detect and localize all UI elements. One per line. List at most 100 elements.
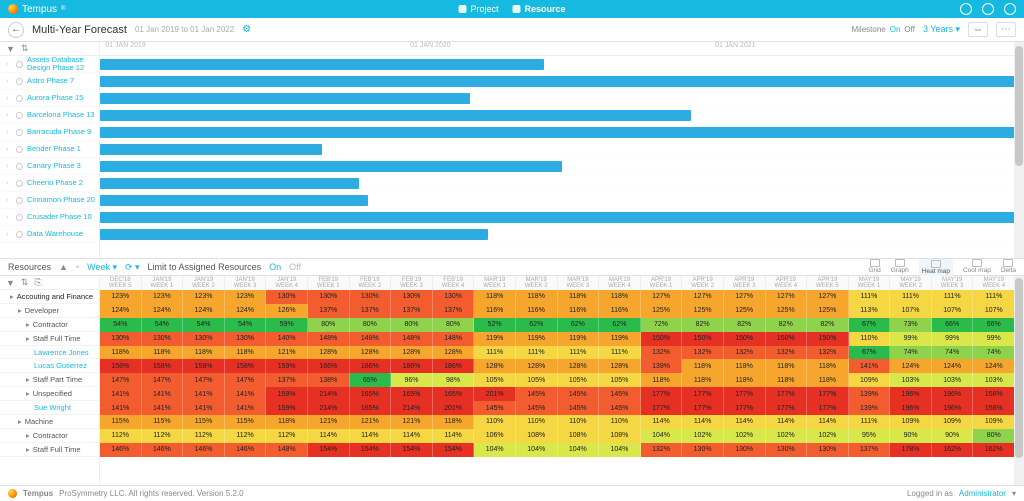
heat-cell[interactable]: 121% xyxy=(350,415,392,429)
heat-cell[interactable]: 125% xyxy=(682,304,724,318)
heat-cell[interactable]: 118% xyxy=(766,359,808,373)
heat-cell[interactable]: 111% xyxy=(849,415,891,429)
heat-cell[interactable]: 196% xyxy=(932,387,974,401)
heat-cell[interactable]: 125% xyxy=(641,304,683,318)
expand-icon[interactable]: ▸ xyxy=(26,375,30,384)
heat-cell[interactable]: 118% xyxy=(474,290,516,304)
heat-cell[interactable]: 111% xyxy=(849,290,891,304)
heat-cell[interactable]: 95% xyxy=(849,429,891,443)
heat-cell[interactable]: 130% xyxy=(807,443,849,457)
heat-cell[interactable]: 137% xyxy=(266,373,308,387)
heat-cell[interactable]: 124% xyxy=(183,304,225,318)
heat-cell[interactable]: 141% xyxy=(849,359,891,373)
heat-cell[interactable]: 74% xyxy=(890,346,932,360)
expand-icon[interactable]: ▸ xyxy=(26,445,30,454)
heat-cell[interactable]: 186% xyxy=(350,359,392,373)
heat-cell[interactable]: 119% xyxy=(474,332,516,346)
filter-icon[interactable]: ▼ xyxy=(6,44,15,54)
heat-cell[interactable]: 130% xyxy=(433,290,475,304)
gantt-bar[interactable] xyxy=(100,178,359,189)
heat-cell[interactable]: 158% xyxy=(142,359,184,373)
nav-resource[interactable]: Resource xyxy=(512,4,565,14)
heat-cell[interactable]: 148% xyxy=(266,443,308,457)
heat-cell[interactable]: 146% xyxy=(183,443,225,457)
gantt-bar[interactable] xyxy=(100,212,1015,223)
radio-icon[interactable] xyxy=(16,112,23,119)
heat-cell[interactable]: 114% xyxy=(724,415,766,429)
heat-row-label[interactable]: ▸Staff Full Time xyxy=(0,332,99,346)
heat-cell[interactable]: 113% xyxy=(849,304,891,318)
heat-row-label[interactable]: Lucas Gutierrez xyxy=(0,359,99,373)
view-cool-map[interactable]: Cool map xyxy=(963,259,991,276)
heat-cell[interactable]: 159% xyxy=(266,359,308,373)
gantt-bar[interactable] xyxy=(100,127,1015,138)
heat-row-label[interactable]: ▸Developer xyxy=(0,304,99,318)
heat-cell[interactable]: 104% xyxy=(599,443,641,457)
person-icon[interactable]: ▲ xyxy=(59,262,68,272)
heat-cell[interactable]: 214% xyxy=(391,401,433,415)
gantt-task[interactable]: ›Assets Database Design Phase 12 xyxy=(0,56,99,73)
heat-cell[interactable]: 177% xyxy=(807,387,849,401)
heat-cell[interactable]: 125% xyxy=(766,304,808,318)
heat-cell[interactable]: 124% xyxy=(973,359,1015,373)
heat-cell[interactable]: 126% xyxy=(266,304,308,318)
expand-icon[interactable]: ▸ xyxy=(26,431,30,440)
heat-cell[interactable]: 109% xyxy=(849,373,891,387)
gantt-task[interactable]: ›Barcelona Phase 13 xyxy=(0,107,99,124)
heat-cell[interactable]: 150% xyxy=(724,332,766,346)
heat-cell[interactable]: 138% xyxy=(308,373,350,387)
heat-cell[interactable]: 159% xyxy=(266,387,308,401)
heat-cell[interactable]: 141% xyxy=(225,401,267,415)
heat-cell[interactable]: 165% xyxy=(391,387,433,401)
heat-cell[interactable]: 118% xyxy=(682,359,724,373)
heat-cell[interactable]: 72% xyxy=(641,318,683,332)
heat-cell[interactable]: 80% xyxy=(350,318,392,332)
more-button[interactable]: ⋯ xyxy=(996,22,1016,37)
heat-cell[interactable]: 130% xyxy=(766,443,808,457)
heat-cell[interactable]: 130% xyxy=(183,332,225,346)
heat-cell[interactable]: 121% xyxy=(308,415,350,429)
heat-cell[interactable]: 90% xyxy=(932,429,974,443)
heat-cell[interactable]: 141% xyxy=(100,401,142,415)
heat-cell[interactable]: 196% xyxy=(890,401,932,415)
heat-row-label[interactable]: ▸Machine xyxy=(0,415,99,429)
heat-cell[interactable]: 186% xyxy=(391,359,433,373)
heat-cell[interactable]: 146% xyxy=(225,443,267,457)
settings-icon[interactable]: ⚙ xyxy=(242,24,251,35)
heat-cell[interactable]: 80% xyxy=(308,318,350,332)
heat-cell[interactable]: 127% xyxy=(641,290,683,304)
heat-cell[interactable]: 145% xyxy=(558,387,600,401)
heat-cell[interactable]: 108% xyxy=(558,429,600,443)
refresh-icon[interactable] xyxy=(960,3,972,15)
heat-cell[interactable]: 65% xyxy=(350,373,392,387)
heat-cell[interactable]: 158% xyxy=(183,359,225,373)
heat-cell[interactable]: 111% xyxy=(890,290,932,304)
heat-cell[interactable]: 154% xyxy=(433,443,475,457)
heat-cell[interactable]: 112% xyxy=(225,429,267,443)
heat-cell[interactable]: 148% xyxy=(350,332,392,346)
heat-cell[interactable]: 112% xyxy=(266,429,308,443)
heat-cell[interactable]: 124% xyxy=(142,304,184,318)
heat-cell[interactable]: 137% xyxy=(391,304,433,318)
heat-cell[interactable]: 141% xyxy=(225,387,267,401)
heat-cell[interactable]: 105% xyxy=(474,373,516,387)
heat-cell[interactable]: 150% xyxy=(641,332,683,346)
heat-cell[interactable]: 98% xyxy=(433,373,475,387)
heat-row-label[interactable]: ▸Contractor xyxy=(0,429,99,443)
years-dropdown[interactable]: 3 Years ▾ xyxy=(923,24,960,35)
heat-cell[interactable]: 107% xyxy=(890,304,932,318)
heat-cell[interactable]: 110% xyxy=(516,415,558,429)
heat-cell[interactable]: 177% xyxy=(682,401,724,415)
heat-cell[interactable]: 99% xyxy=(890,332,932,346)
heat-cell[interactable]: 141% xyxy=(100,387,142,401)
heat-cell[interactable]: 118% xyxy=(433,415,475,429)
heat-cell[interactable]: 128% xyxy=(308,346,350,360)
heat-cell[interactable]: 118% xyxy=(558,290,600,304)
heat-cell[interactable]: 118% xyxy=(807,359,849,373)
expand-icon[interactable]: ▸ xyxy=(26,334,30,343)
heat-cell[interactable]: 123% xyxy=(142,290,184,304)
gantt-bar[interactable] xyxy=(100,110,691,121)
expand-icon[interactable]: ▸ xyxy=(18,306,22,315)
heat-cell[interactable]: 114% xyxy=(433,429,475,443)
heat-cell[interactable]: 82% xyxy=(724,318,766,332)
